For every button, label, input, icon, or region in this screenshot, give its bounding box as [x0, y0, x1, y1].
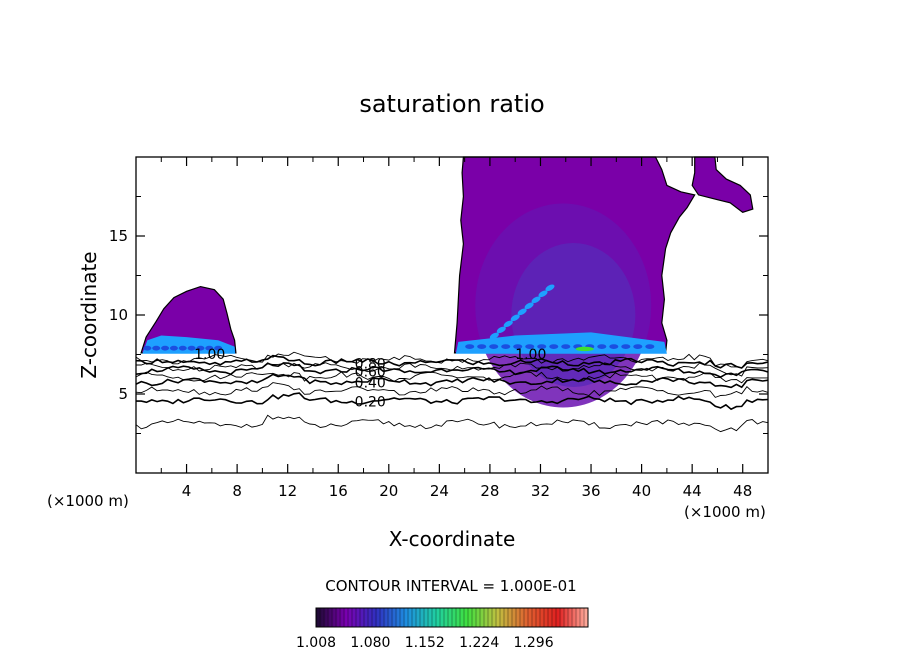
x-tick-label: 48 — [733, 482, 752, 500]
x-tick-label: 16 — [329, 482, 348, 500]
y-axis-title: Z-coordinate — [77, 251, 101, 378]
contour-line-0-80 — [135, 354, 769, 369]
x-tick-label: 40 — [632, 482, 651, 500]
x-tick-label: 24 — [430, 482, 449, 500]
right-cloud-streak — [531, 296, 541, 304]
contour-label: 0.80 — [355, 356, 386, 372]
x-tick-label: 32 — [531, 482, 550, 500]
contour-label: 0.60 — [355, 364, 386, 380]
right-cloud-green-cell — [575, 346, 594, 352]
contour-line — [135, 382, 769, 398]
right-cloud-cell — [501, 344, 511, 349]
contour-line-0-60 — [135, 362, 769, 378]
y-axis-ticks: 5 10 15 — [109, 196, 768, 434]
x-tick-label: 44 — [683, 482, 702, 500]
right-cloud-streak — [482, 338, 492, 346]
contour-lines — [135, 351, 769, 433]
y-tick-label: 10 — [109, 306, 128, 324]
colorbar — [315, 607, 589, 628]
right-cloud-streak — [510, 314, 520, 322]
right-cloud-cell — [549, 344, 559, 349]
plot-area: 0.20 0.400.600.80 1.00 1.00 — [135, 156, 769, 474]
colorbar-tick-label: 1.152 — [405, 635, 445, 651]
right-cloud-cell — [525, 344, 535, 349]
left-cloud-cell — [205, 345, 214, 351]
contour-label: 0.20 — [355, 394, 386, 410]
contour-line — [135, 414, 769, 433]
contour-label: 0.40 — [355, 375, 386, 391]
x-axis-ticks: 4 8 12 16 20 24 28 32 36 40 44 48 — [160, 157, 752, 500]
upper-right-cloud-region — [691, 156, 754, 213]
right-cloud-streak — [496, 326, 506, 334]
left-cloud-cell — [169, 345, 178, 351]
colorbar-tick-label: 1.080 — [350, 635, 390, 651]
x-tick-label: 12 — [278, 482, 297, 500]
contour-labels: 0.20 0.400.600.80 1.00 1.00 — [194, 347, 546, 410]
right-cloud-cell — [537, 344, 547, 349]
contour-line-0-20 — [136, 392, 769, 411]
colorbar-tick-labels: 1.008 1.080 1.152 1.224 1.296 — [296, 635, 554, 651]
left-cloud-cell — [152, 345, 161, 351]
left-cloud-cell — [187, 345, 196, 351]
y-tick-label: 15 — [109, 227, 128, 245]
x-tick-label: 20 — [379, 482, 398, 500]
right-cloud-streak — [517, 308, 527, 316]
left-cloud-cell — [196, 345, 205, 351]
contour-line-0-40 — [135, 373, 769, 389]
left-cloud-cell — [178, 345, 187, 351]
right-cloud-streak — [545, 284, 555, 292]
colorbar-tick-label: 1.008 — [296, 635, 336, 651]
right-cloud-streak — [524, 302, 534, 310]
right-cloud-cell — [597, 344, 607, 349]
x-axis-title: X-coordinate — [389, 527, 516, 551]
right-cloud-streak — [538, 290, 548, 298]
right-cloud-cell — [561, 344, 571, 349]
chart-title: saturation ratio — [359, 90, 544, 118]
x-tick-label: 36 — [581, 482, 600, 500]
right-cloud-cell — [465, 344, 475, 349]
right-cloud-streak — [489, 332, 499, 340]
contour-label: 1.00 — [515, 347, 546, 363]
saturation-fill-regions — [140, 156, 754, 408]
right-cloud-cell — [645, 344, 655, 349]
contour-line — [135, 351, 769, 369]
left-cloud-cell — [214, 345, 223, 351]
right-cloud-cell — [513, 344, 523, 349]
colorbar-frame — [315, 607, 589, 628]
x-tick-label: 4 — [182, 482, 192, 500]
right-cloud-cell — [633, 344, 643, 349]
contour-interval-label: CONTOUR INTERVAL = 1.000E-01 — [325, 577, 576, 595]
right-cloud-cell — [477, 344, 487, 349]
y-tick-label: 5 — [118, 385, 128, 403]
colorbar-tick-label: 1.224 — [459, 635, 499, 651]
right-cloud-cell — [489, 344, 499, 349]
right-cloud-cell — [609, 344, 619, 349]
x-tick-label: 28 — [480, 482, 499, 500]
left-cloud-cell — [143, 345, 152, 351]
colorbar-tick-label: 1.296 — [514, 635, 554, 651]
left-cloud-cell — [161, 345, 170, 351]
right-cloud-cell — [621, 344, 631, 349]
x-unit-label-left: (×1000 m) — [47, 492, 129, 510]
right-cloud-streak — [503, 320, 513, 328]
x-tick-label: 8 — [232, 482, 242, 500]
x-unit-label-right: (×1000 m) — [684, 503, 766, 521]
contour-label: 1.00 — [194, 347, 225, 363]
